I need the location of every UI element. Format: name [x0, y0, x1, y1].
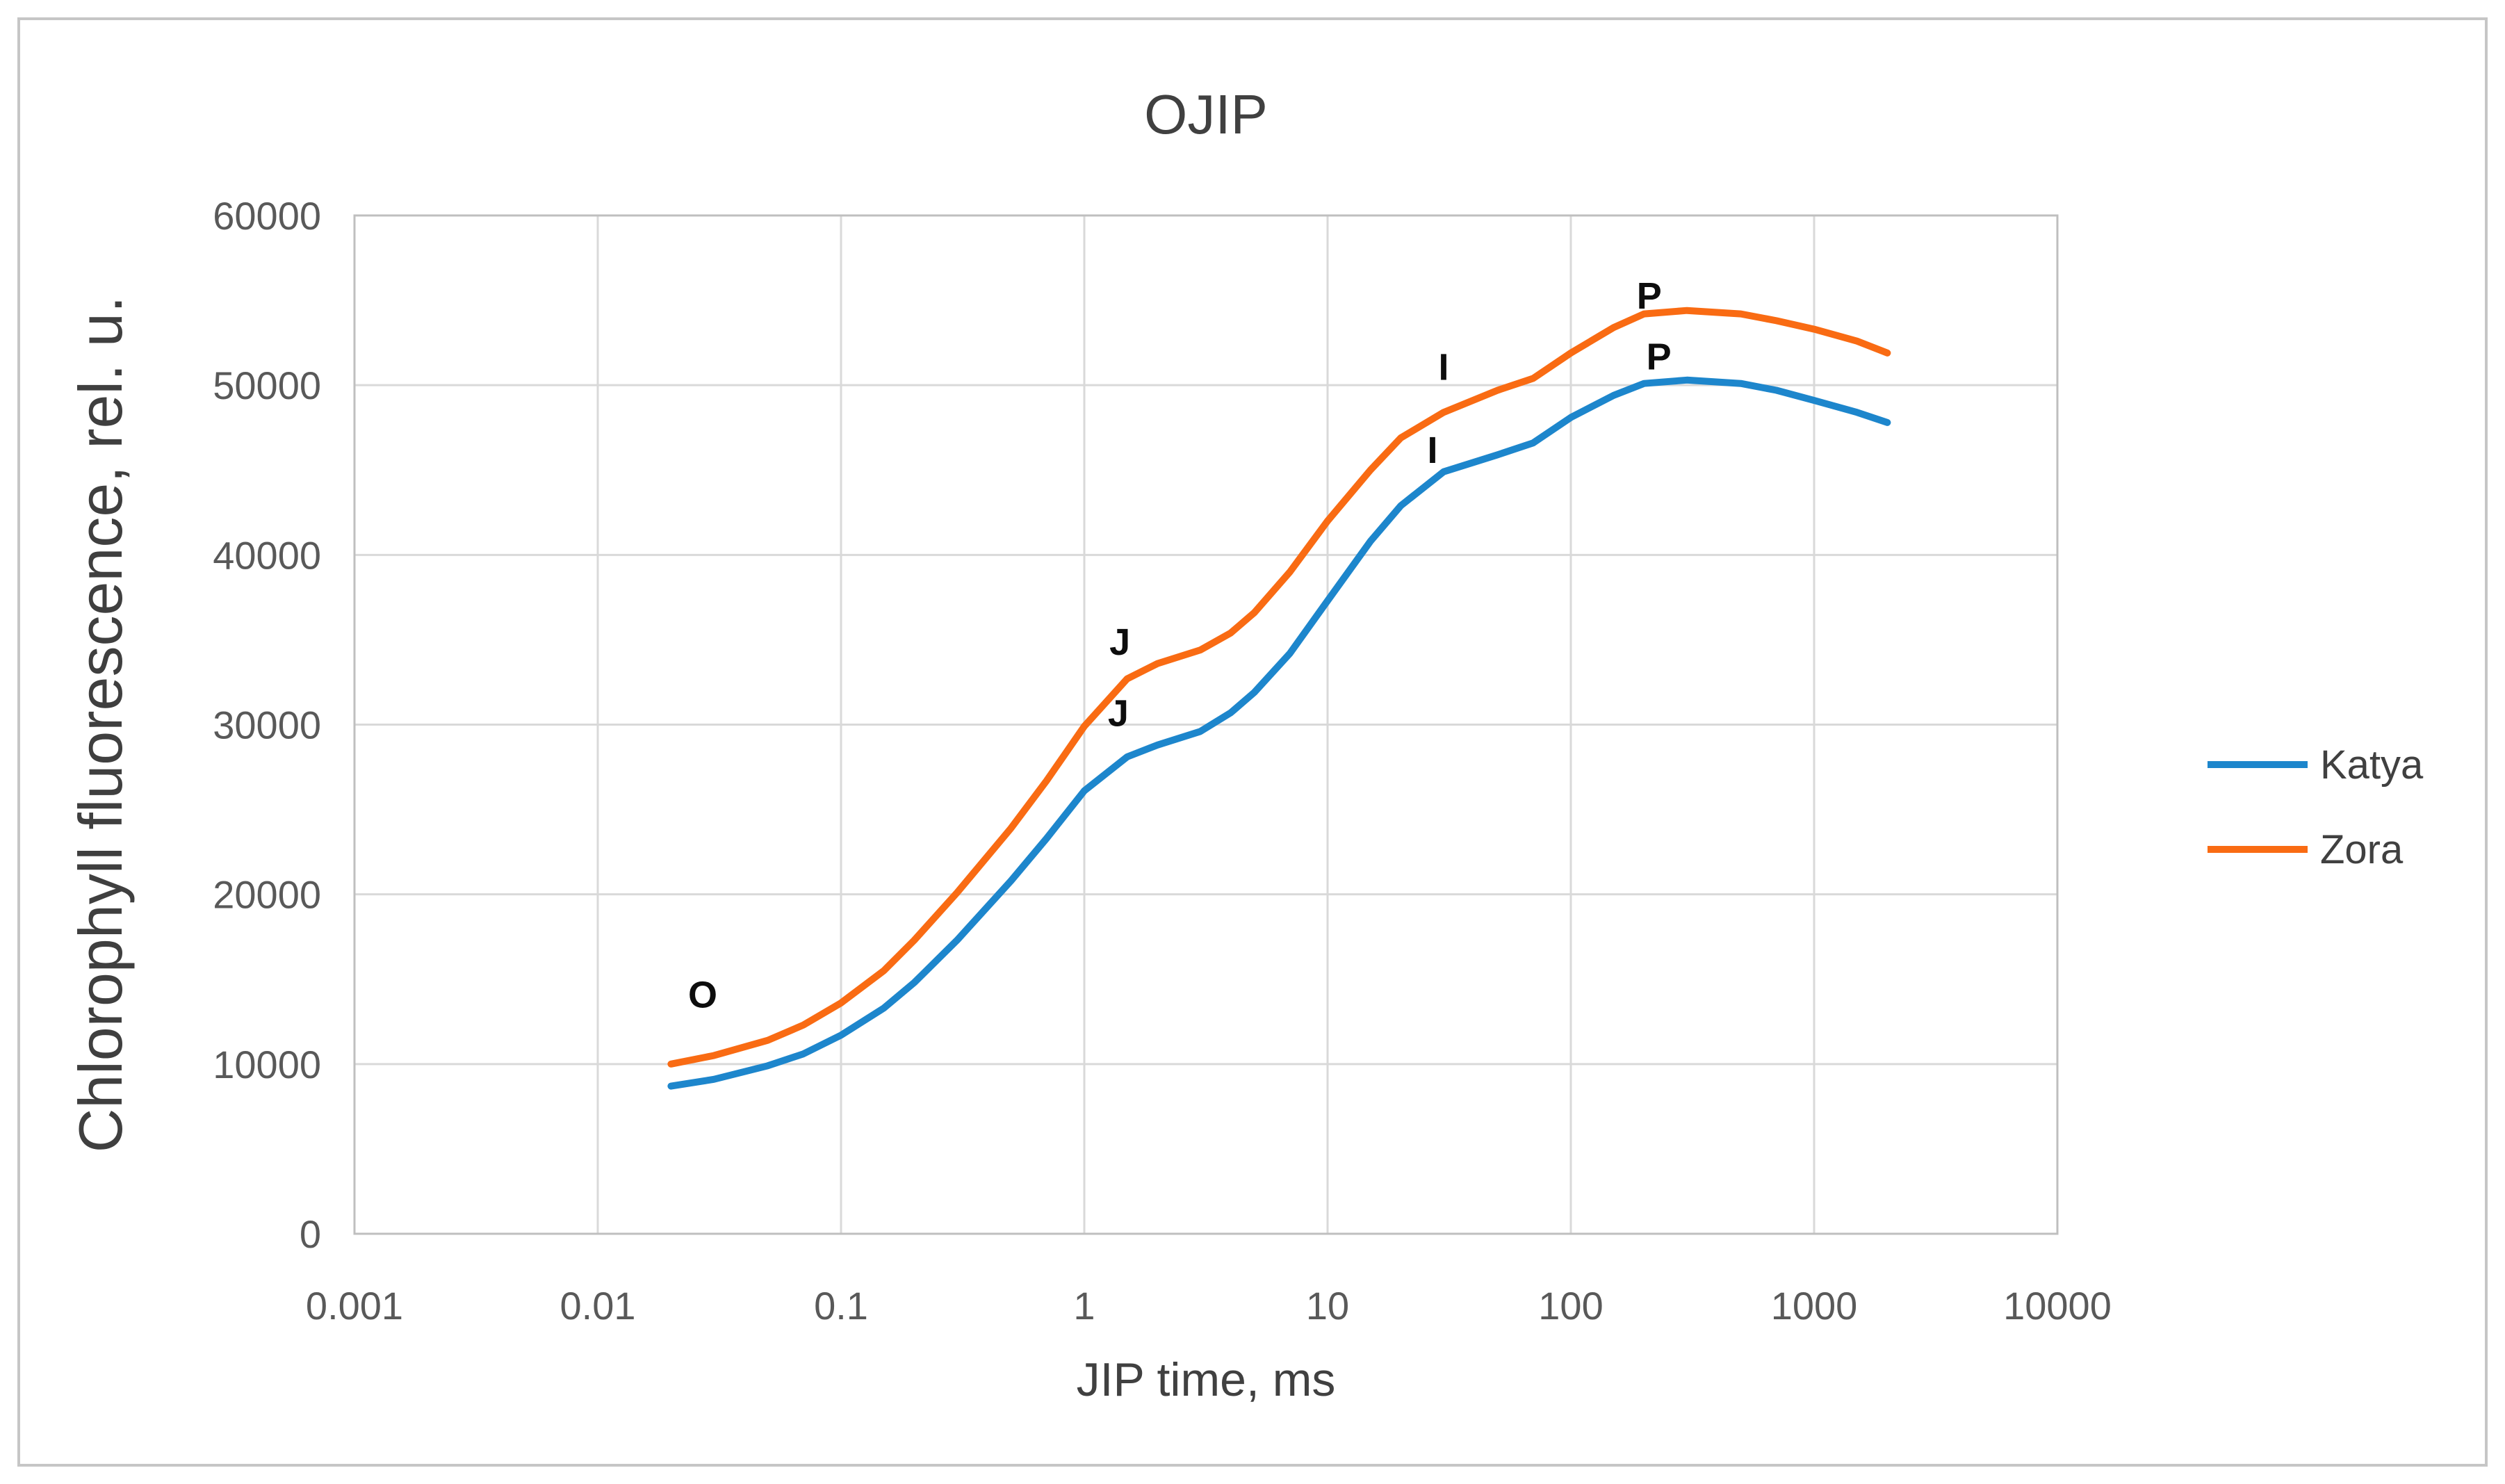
x-axis-tick-labels: 0.001 0.01 0.1 1 10 100 1000 10000	[306, 1284, 2112, 1328]
annotation-j: J	[1109, 621, 1130, 663]
x-tick-label: 0.1	[814, 1284, 868, 1328]
annotation-p: P	[1637, 275, 1662, 317]
y-tick-label: 60000	[213, 194, 321, 238]
y-tick-label: 30000	[213, 703, 321, 747]
x-tick-label: 10	[1306, 1284, 1349, 1328]
series-lines	[667, 307, 1891, 1090]
y-axis-tick-labels: 0 10000 20000 30000 40000 50000 60000	[213, 194, 321, 1256]
y-tick-label: 0	[300, 1212, 321, 1256]
gridlines	[353, 214, 2059, 1235]
x-axis-title: JIP time, ms	[1077, 1353, 1336, 1406]
y-tick-label: 10000	[213, 1043, 321, 1086]
series-line-katya	[667, 376, 1891, 1090]
x-tick-label: 10000	[2003, 1284, 2112, 1328]
x-tick-label: 1	[1073, 1284, 1095, 1328]
x-tick-label: 100	[1538, 1284, 1603, 1328]
x-tick-label: 0.001	[306, 1284, 403, 1328]
annotation-i: I	[1427, 430, 1437, 471]
y-tick-label: 40000	[213, 533, 321, 577]
legend-label-katya: Katya	[2320, 742, 2424, 788]
legend-label-zora: Zora	[2320, 827, 2404, 872]
series-line-zora	[667, 307, 1891, 1068]
figure-border	[17, 17, 2488, 1467]
y-tick-label: 20000	[213, 873, 321, 917]
y-axis-title: Chlorophyll fluorescence, rel. u.	[66, 296, 135, 1153]
legend: Katya Zora	[2208, 742, 2424, 872]
annotation-j: J	[1108, 692, 1129, 734]
x-tick-label: 1000	[1771, 1284, 1858, 1328]
x-tick-label: 0.01	[560, 1284, 636, 1328]
chart-title: OJIP	[1144, 83, 1268, 145]
annotation-p: P	[1647, 336, 1672, 378]
plot-frame	[353, 214, 2059, 1235]
annotation-i: I	[1438, 346, 1449, 388]
annotation-o: O	[688, 975, 717, 1016]
y-tick-label: 50000	[213, 364, 321, 407]
curve-annotations: O JJ I I PP	[688, 275, 1672, 1016]
plot-area-border	[353, 214, 2059, 1235]
